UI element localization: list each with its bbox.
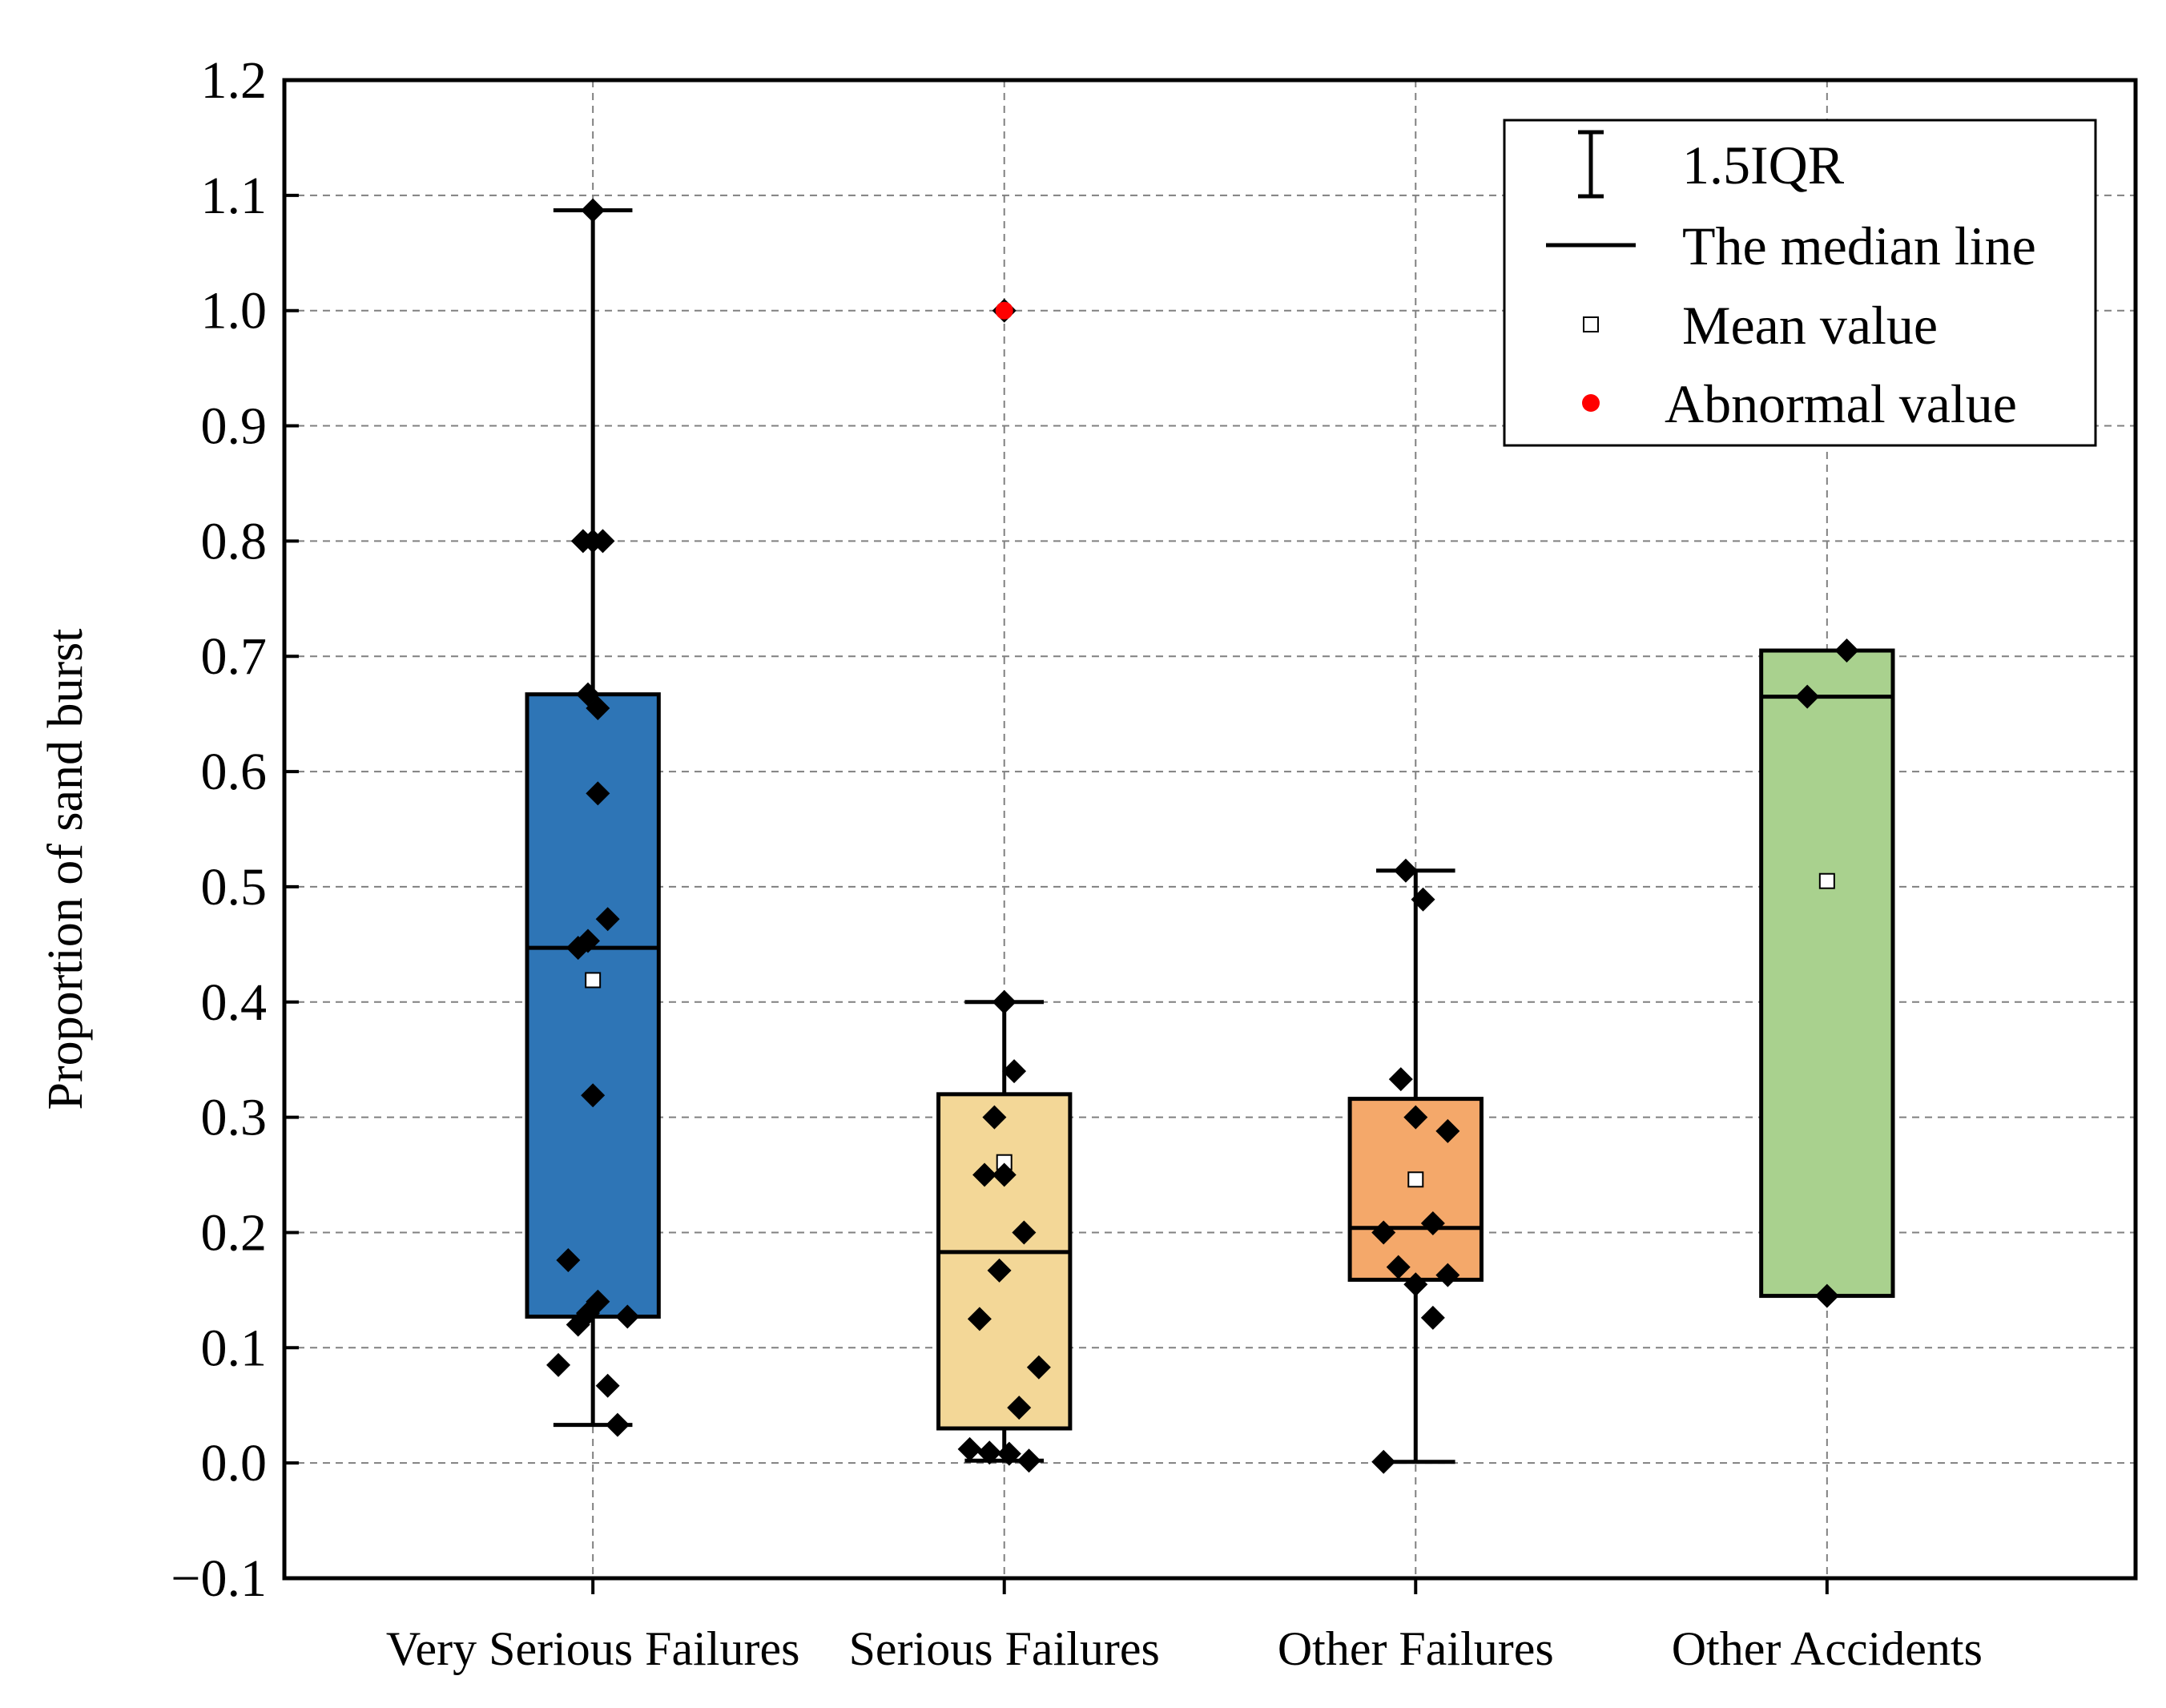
y-tick-label: 0.9 [201,397,268,456]
data-point [590,529,615,554]
y-tick-label: 1.2 [201,51,268,110]
data-point [1795,684,1820,709]
data-point [595,907,620,932]
data-point [1411,887,1435,912]
plot-frame [282,78,2138,1581]
legend-item-4: Abnormal value [1582,373,2017,434]
data-point [1834,638,1859,663]
x-tick-label: Other Accidents [1672,1622,1983,1675]
data-point [1435,1263,1460,1287]
iqr-box [1759,648,1895,1299]
y-tick-label: 0.7 [201,627,268,686]
data-point [576,929,601,953]
data-point [957,1436,982,1461]
y-tick-label: 0.2 [201,1203,268,1262]
y-tick-label: 0.4 [201,973,268,1032]
legend-label: Abnormal value [1665,373,2017,434]
legend-items: 1.5IQR The median line Mean value Abnormal … [1546,130,2036,434]
data-point [1371,1449,1396,1474]
legend-item-1: 1.5IQR [1578,130,1845,199]
legend-mean-symbol [1583,316,1599,332]
legend: 1.5IQR The median line Mean value Abnormal … [1503,119,2097,447]
y-tick-label: 0.6 [201,743,268,801]
point-layer [546,198,1859,1474]
y-tick-label: 1.1 [201,167,268,225]
y-tick-label: 0.8 [201,512,268,570]
data-point [595,1373,620,1398]
data-point [972,1162,997,1187]
data-point [1386,1255,1411,1279]
box-group-4 [1759,648,1895,1299]
data-point [1403,1105,1428,1130]
legend-label: The median line [1682,216,2036,276]
data-point [556,1247,581,1272]
iqr-box [936,1092,1073,1431]
legend-label: Mean value [1682,295,1938,356]
y-tick-label: 1.0 [201,282,268,340]
data-point [586,781,610,806]
legend-label: 1.5IQR [1682,135,1845,195]
data-point [615,1304,640,1329]
data-point [605,1412,630,1437]
data-point [1420,1305,1445,1330]
data-point [967,1307,992,1331]
data-point [987,1258,1012,1283]
data-point [546,1352,571,1377]
box-group-2 [936,1000,1073,1463]
y-tick-label: −0.1 [171,1549,267,1608]
y-tick-label: 0.1 [201,1319,268,1377]
y-tick-label: 0.5 [201,858,268,916]
data-point [1017,1448,1041,1473]
points-group-3 [1371,858,1460,1474]
data-point [977,1440,1002,1465]
data-point [992,989,1017,1014]
points-group-4 [1795,638,1859,1308]
data-point [581,1083,606,1108]
mean-marker [585,972,602,989]
outlier-point [995,301,1013,320]
data-point [586,695,610,720]
data-point [992,1162,1017,1187]
x-tick-label: Serious Failures [849,1622,1160,1675]
points-group-1 [546,198,640,1437]
data-point [566,1312,590,1337]
mean-marker [1407,1171,1424,1188]
y-tick-label: 0.0 [201,1434,268,1492]
data-point [996,1441,1021,1466]
data-point [1371,1220,1396,1245]
data-point [581,198,606,223]
x-tick-label: Very Serious Failures [386,1622,800,1675]
data-point [1420,1211,1445,1235]
legend-outlier-symbol [1582,394,1600,412]
x-tick-label: Other Failures [1278,1622,1554,1675]
data-point [1814,1283,1839,1308]
points-group-2 [957,298,1051,1473]
data-point [982,1105,1007,1130]
axis-layer: −0.1 0.0 0.1 0.2 0.3 0.4 0.5 0.6 0.7 0.8 0.9 1.0 1.1… [171,51,1983,1675]
y-axis-title: Proportion of sand burst [38,628,93,1110]
data-point [1435,1118,1460,1143]
legend-item-2: The median line [1546,216,2036,276]
data-point [1403,1272,1428,1297]
legend-item-3: Mean value [1583,295,1938,356]
y-tick-label: 0.3 [201,1089,268,1147]
data-point [1007,1396,1032,1420]
data-point [1012,1220,1037,1245]
data-point [1393,858,1418,883]
data-point [1388,1067,1413,1092]
data-point [1002,1059,1027,1084]
legend-frame [1503,119,2097,447]
mean-marker [1818,872,1835,889]
data-point [1026,1355,1051,1380]
